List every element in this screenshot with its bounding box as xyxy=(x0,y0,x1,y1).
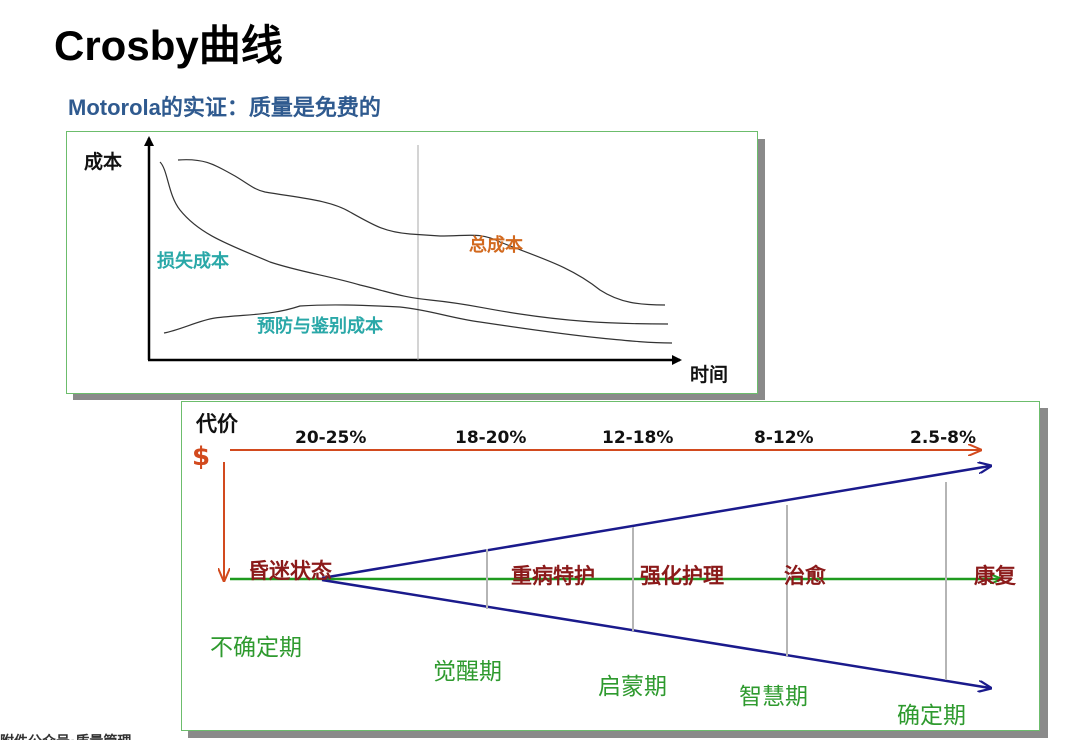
percentage-label: 8-12% xyxy=(754,428,814,448)
period-label: 启蒙期 xyxy=(598,674,667,700)
percentage-label: 18-20% xyxy=(455,428,527,448)
stage-label: 治愈 xyxy=(784,564,826,588)
cost-x-axis-label: 时间 xyxy=(690,364,729,386)
period-label: 智慧期 xyxy=(739,684,808,710)
failure-cost-curve xyxy=(159,161,669,325)
footer-text: 附件公众号·质量管理 xyxy=(0,731,131,740)
prevention-cost-label: 预防与鉴别成本 xyxy=(257,316,383,337)
cost-y-axis-label: 成本 xyxy=(84,151,123,173)
maturity-panel xyxy=(181,401,1040,731)
total-cost-label: 总成本 xyxy=(469,235,523,256)
page-title: Crosby曲线 xyxy=(54,22,283,69)
total-cost-curve xyxy=(177,159,666,306)
page-subtitle: Motorola的实证：质量是免费的 xyxy=(68,95,381,120)
stage-label: 重病特护 xyxy=(511,564,595,588)
failure-cost-label: 损失成本 xyxy=(157,251,229,272)
percentage-label: 20-25% xyxy=(295,428,367,448)
funnel-lower-arrow xyxy=(321,578,990,688)
currency-symbol: $ xyxy=(192,442,211,472)
stage-label: 强化护理 xyxy=(640,564,724,588)
cost-label: 代价 xyxy=(196,412,238,436)
stage-label: 康复 xyxy=(974,564,1016,588)
percentage-label: 2.5-8% xyxy=(910,428,977,448)
percentage-label: 12-18% xyxy=(602,428,674,448)
stage-label: 昏迷状态 xyxy=(248,559,332,583)
prevention-cost-curve xyxy=(163,304,673,344)
period-label: 不确定期 xyxy=(210,635,302,661)
period-label: 确定期 xyxy=(897,703,966,729)
funnel-upper-arrow xyxy=(321,466,990,580)
period-label: 觉醒期 xyxy=(433,659,502,685)
cost-curve-panel xyxy=(66,131,758,394)
